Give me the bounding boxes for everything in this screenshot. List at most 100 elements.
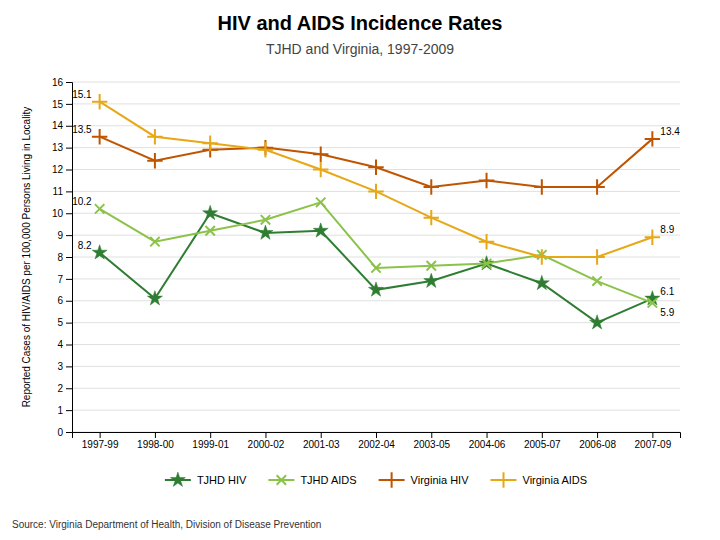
x-tick-mark bbox=[542, 432, 543, 438]
x-tick-mark bbox=[155, 432, 156, 438]
legend-marker bbox=[496, 472, 511, 487]
x-tick-mark bbox=[487, 432, 488, 438]
y-tick: 4 bbox=[57, 339, 72, 350]
x-tick-mark bbox=[265, 432, 266, 438]
series-marker bbox=[427, 261, 436, 270]
legend-item: TJHD AIDS bbox=[268, 474, 356, 486]
series-marker bbox=[313, 162, 328, 177]
y-tick-mark bbox=[66, 170, 72, 171]
series-marker bbox=[589, 179, 604, 194]
y-tick: 5 bbox=[57, 317, 72, 328]
grid-line bbox=[72, 278, 680, 279]
title: HIV and AIDS Incidence Rates bbox=[218, 12, 503, 34]
legend-label: TJHD AIDS bbox=[300, 474, 356, 486]
legend-marker bbox=[277, 475, 286, 484]
x-tick-mark bbox=[431, 432, 432, 438]
marks bbox=[92, 94, 660, 329]
series-marker bbox=[258, 142, 273, 157]
x-tick-label: 2001-03 bbox=[303, 439, 340, 450]
series-line bbox=[100, 102, 653, 257]
annotation: 13.4 bbox=[660, 126, 680, 137]
legend-item: TJHD HIV bbox=[165, 472, 247, 486]
y-tick: 13 bbox=[52, 142, 72, 153]
grid-line bbox=[72, 410, 680, 411]
y-tick-label: 1 bbox=[57, 405, 63, 416]
x-tick-mark bbox=[100, 432, 101, 438]
x-tick-label: 1997-99 bbox=[82, 439, 119, 450]
series-marker bbox=[95, 204, 104, 213]
series-marker bbox=[534, 275, 549, 289]
x-tick-label: 1999-01 bbox=[192, 439, 229, 450]
y-tick-mark bbox=[66, 345, 72, 346]
y-tick-mark bbox=[66, 104, 72, 105]
x-tick: 1997-99 bbox=[82, 432, 119, 450]
x-tick-label: 2006-08 bbox=[579, 439, 616, 450]
y-tick-label: 16 bbox=[52, 77, 64, 88]
x-tick-label: 2005-07 bbox=[524, 439, 561, 450]
series-marker bbox=[534, 179, 549, 194]
annotation: 6.1 bbox=[660, 286, 674, 297]
x-tick: 2002-04 bbox=[358, 432, 395, 450]
series-marker bbox=[258, 225, 273, 239]
y-tick: 0 bbox=[57, 427, 72, 438]
series-line bbox=[100, 137, 653, 187]
y-tick-label: 13 bbox=[52, 142, 64, 153]
series-marker bbox=[92, 129, 107, 144]
y-tick-label: 5 bbox=[57, 317, 63, 328]
grid-line bbox=[72, 388, 680, 389]
y-tick-label: 6 bbox=[57, 295, 63, 306]
y-tick-mark bbox=[66, 388, 72, 389]
series-marker bbox=[147, 291, 162, 305]
y-axis-line bbox=[66, 83, 73, 433]
y-tick-label: 14 bbox=[52, 120, 64, 131]
y-tick-mark bbox=[66, 148, 72, 149]
y-tick: 10 bbox=[52, 208, 72, 219]
y-tick-label: 12 bbox=[52, 164, 64, 175]
series-marker bbox=[368, 160, 383, 175]
x-tick-label: 2003-05 bbox=[413, 439, 450, 450]
x-tick: 2004-06 bbox=[469, 432, 506, 450]
y-tick-mark bbox=[66, 235, 72, 236]
plot: 0123456789101112131415161997-991998-0019… bbox=[52, 77, 681, 450]
y-tick-label: 3 bbox=[57, 361, 63, 372]
series-marker bbox=[645, 230, 660, 245]
x-tick-label: 2000-02 bbox=[248, 439, 285, 450]
y-tick-label: 2 bbox=[57, 383, 63, 394]
series-marker bbox=[205, 226, 214, 235]
y-tick: 9 bbox=[57, 230, 72, 241]
y-tick-label: 9 bbox=[57, 230, 63, 241]
x-tick: 2001-03 bbox=[303, 432, 340, 450]
legend-marker bbox=[384, 472, 399, 487]
grid-line bbox=[72, 344, 680, 345]
series-line bbox=[100, 202, 653, 303]
series-marker bbox=[150, 237, 159, 246]
series-marker bbox=[147, 153, 162, 168]
series-marker bbox=[590, 315, 605, 329]
annotation: 8.9 bbox=[660, 224, 674, 235]
y-tick: 7 bbox=[57, 274, 72, 285]
y-tick-mark bbox=[66, 191, 72, 192]
grid-line bbox=[72, 213, 680, 214]
x-axis: 1997-991998-001999-012000-022001-032002-… bbox=[73, 432, 681, 450]
y-tick-mark bbox=[66, 323, 72, 324]
grid-line bbox=[72, 125, 680, 126]
y-tick: 6 bbox=[57, 295, 72, 306]
source: Source: Virginia Department of Health, D… bbox=[12, 519, 321, 530]
legend-item: Virginia AIDS bbox=[491, 472, 588, 487]
series-marker bbox=[92, 245, 107, 259]
annotation: 5.9 bbox=[660, 307, 674, 318]
series-marker bbox=[479, 173, 494, 188]
grid-line bbox=[72, 82, 680, 83]
x-tick-mark bbox=[376, 432, 377, 438]
y-tick-mark bbox=[66, 279, 72, 280]
y-tick: 3 bbox=[57, 361, 72, 372]
y-tick-label: 10 bbox=[52, 208, 64, 219]
x-tick-label: 2004-06 bbox=[469, 439, 506, 450]
grid-line bbox=[72, 147, 680, 148]
x-tick: 2003-05 bbox=[413, 432, 450, 450]
series-marker bbox=[424, 179, 439, 194]
series-marker bbox=[202, 136, 217, 151]
y-tick-mark bbox=[66, 410, 72, 411]
y-tick-label: 7 bbox=[57, 274, 63, 285]
y-tick: 2 bbox=[57, 383, 72, 394]
